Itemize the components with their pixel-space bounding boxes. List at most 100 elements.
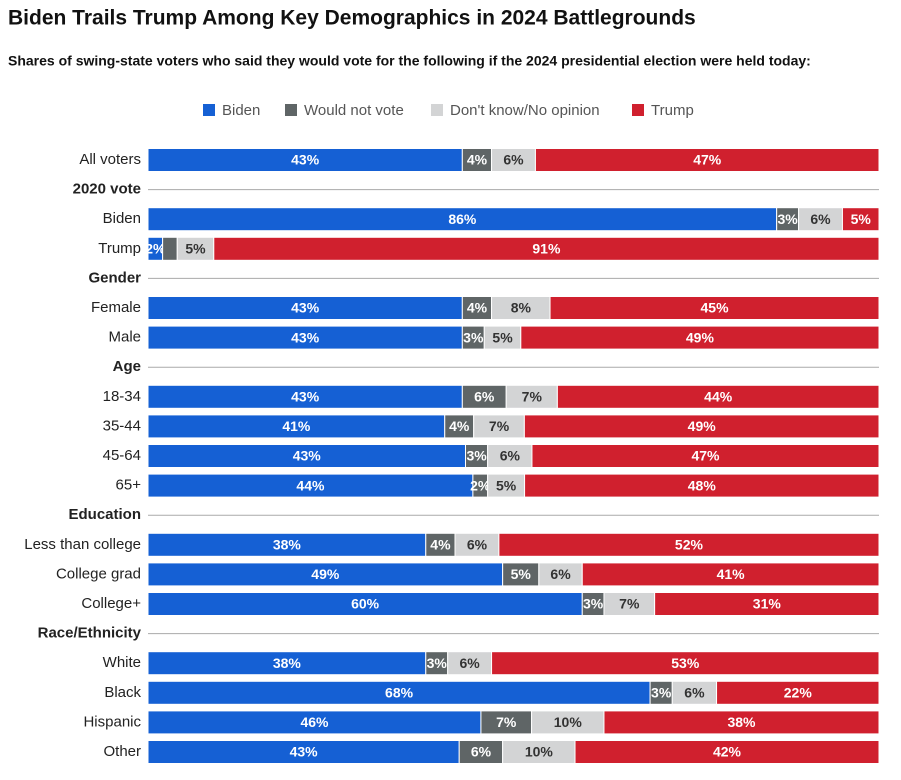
- bar-segment: [523, 414, 880, 439]
- legend-label: Would not vote: [304, 102, 404, 119]
- value-label: 7%: [489, 418, 510, 434]
- bar-segment: [716, 680, 880, 705]
- value-label: 49%: [688, 418, 717, 434]
- value-label: 38%: [273, 537, 302, 553]
- category-label: Male: [108, 329, 141, 346]
- group-label: Gender: [88, 269, 141, 286]
- value-label: 5%: [492, 329, 513, 345]
- bar-segment: [213, 236, 880, 261]
- chart-title: Biden Trails Trump Among Key Demographic…: [8, 7, 696, 30]
- value-label: 46%: [300, 714, 329, 730]
- bar-segment: [574, 740, 880, 764]
- legend-label: Don't know/No opinion: [450, 102, 600, 119]
- value-label: 42%: [713, 744, 742, 760]
- group-label: Race/Ethnicity: [38, 625, 142, 642]
- value-label: 4%: [467, 300, 488, 316]
- bar-segment: [520, 325, 880, 350]
- value-label: 60%: [351, 596, 380, 612]
- value-label: 47%: [693, 152, 722, 168]
- value-label: 5%: [511, 566, 532, 582]
- category-label: Other: [103, 743, 141, 760]
- legend-label: Biden: [222, 102, 260, 119]
- chart-subtitle: Shares of swing-state voters who said th…: [8, 53, 811, 69]
- category-label: College grad: [56, 565, 141, 582]
- bar-segment: [531, 444, 880, 468]
- bar-segment: [549, 296, 880, 320]
- legend-swatch: [285, 104, 297, 116]
- category-label: 65+: [116, 477, 142, 494]
- legend-swatch: [203, 104, 215, 116]
- value-label: 4%: [467, 152, 488, 168]
- legend-swatch: [431, 104, 443, 116]
- value-label: 5%: [851, 211, 872, 227]
- value-label: 22%: [784, 685, 813, 701]
- value-label: 48%: [688, 477, 717, 493]
- bar-segment: [841, 207, 880, 232]
- value-label: 2%: [145, 241, 166, 257]
- bar-segment: [654, 592, 880, 616]
- category-label: All voters: [79, 151, 141, 168]
- value-label: 6%: [684, 685, 705, 701]
- value-label: 7%: [619, 596, 640, 612]
- value-label: 68%: [385, 685, 414, 701]
- category-label: Trump: [98, 240, 141, 257]
- category-label: 35-44: [103, 417, 141, 434]
- bar-segment: [524, 473, 880, 498]
- group-label: Education: [68, 506, 141, 523]
- bar-segment: [534, 148, 880, 172]
- value-label: 10%: [554, 714, 583, 730]
- value-label: 44%: [296, 477, 325, 493]
- value-label: 3%: [583, 596, 604, 612]
- value-label: 6%: [467, 537, 488, 553]
- value-label: 53%: [671, 655, 700, 671]
- value-label: 4%: [449, 418, 470, 434]
- value-label: 86%: [448, 211, 477, 227]
- category-label: Hispanic: [83, 713, 141, 730]
- value-label: 6%: [503, 152, 524, 168]
- bar-segment: [603, 710, 880, 735]
- value-label: 41%: [717, 566, 746, 582]
- value-label: 3%: [778, 211, 799, 227]
- category-label: 18-34: [103, 388, 141, 405]
- value-label: 52%: [675, 537, 704, 553]
- value-label: 45%: [701, 300, 730, 316]
- value-label: 43%: [291, 389, 320, 405]
- category-label: College+: [81, 595, 141, 612]
- category-label: Female: [91, 299, 141, 316]
- value-label: 31%: [753, 596, 782, 612]
- bar-segment: [581, 562, 880, 587]
- value-label: 3%: [466, 448, 487, 464]
- value-label: 49%: [686, 329, 715, 345]
- value-label: 7%: [496, 714, 517, 730]
- value-label: 10%: [525, 744, 554, 760]
- value-label: 6%: [471, 744, 492, 760]
- value-label: 3%: [427, 655, 448, 671]
- category-label: Less than college: [24, 536, 141, 553]
- value-label: 6%: [460, 655, 481, 671]
- bar-segment: [162, 236, 178, 261]
- value-label: 5%: [185, 241, 206, 257]
- value-label: 6%: [474, 389, 495, 405]
- value-label: 43%: [291, 300, 320, 316]
- value-label: 6%: [550, 566, 571, 582]
- value-label: 43%: [291, 152, 320, 168]
- bar-segment: [498, 532, 880, 557]
- bar-segment: [491, 651, 880, 676]
- value-label: 41%: [282, 418, 311, 434]
- value-label: 91%: [532, 241, 561, 257]
- value-label: 43%: [291, 329, 320, 345]
- legend-swatch: [632, 104, 644, 116]
- group-label: Age: [113, 358, 141, 375]
- category-label: Biden: [103, 210, 141, 227]
- value-label: 6%: [810, 211, 831, 227]
- value-label: 3%: [463, 329, 484, 345]
- value-label: 44%: [704, 389, 733, 405]
- value-label: 49%: [311, 566, 340, 582]
- value-label: 3%: [651, 685, 672, 701]
- value-label: 4%: [430, 537, 451, 553]
- value-label: 43%: [290, 744, 319, 760]
- value-label: 7%: [522, 389, 543, 405]
- value-label: 2%: [470, 477, 491, 493]
- group-label: 2020 vote: [73, 181, 141, 198]
